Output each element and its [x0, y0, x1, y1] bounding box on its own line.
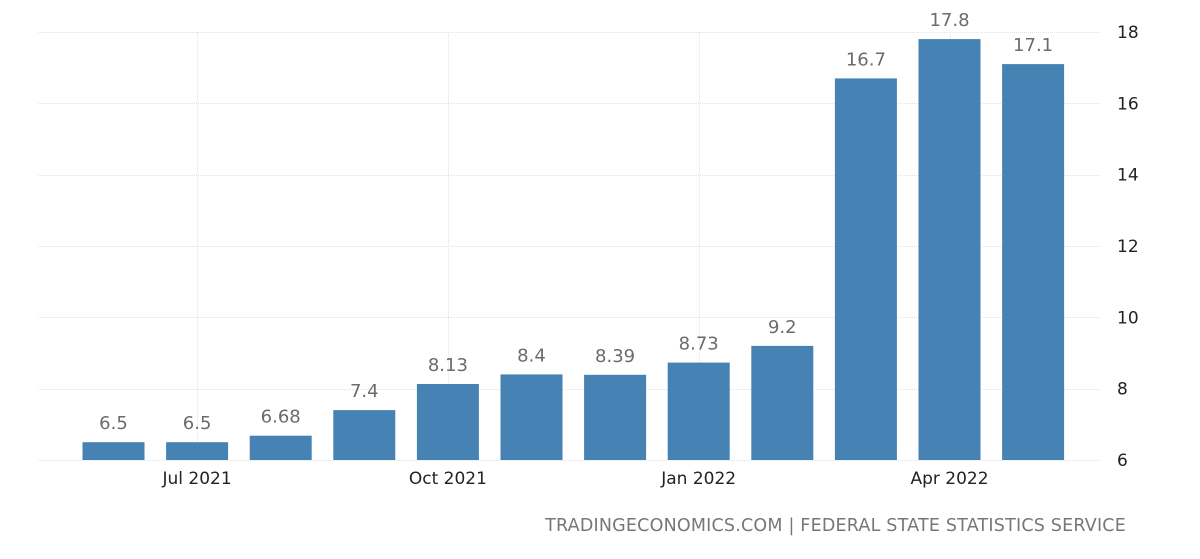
- data-label: 8.13: [428, 355, 468, 376]
- grid: [38, 32, 1100, 461]
- y-tick-label: 14: [1117, 166, 1139, 186]
- data-label: 17.8: [929, 10, 969, 31]
- bar: [333, 410, 396, 460]
- y-tick-label: 18: [1117, 23, 1139, 43]
- y-tick-label: 8: [1117, 380, 1128, 400]
- bar: [166, 442, 229, 460]
- data-label: 8.73: [679, 334, 719, 355]
- x-axis: Jul 2021 Oct 2021 Jan 2022 Apr 2022: [162, 469, 989, 489]
- x-tick-label: Jul 2021: [162, 469, 232, 489]
- data-label: 6.68: [261, 407, 301, 428]
- data-label: 16.7: [846, 49, 886, 70]
- y-tick-label: 16: [1117, 94, 1139, 114]
- bar: [82, 442, 145, 460]
- x-tick-label: Jan 2022: [660, 469, 736, 489]
- bar: [500, 374, 563, 460]
- x-tick-label: Oct 2021: [409, 469, 487, 489]
- data-label: 9.2: [768, 317, 797, 338]
- bar: [249, 435, 312, 460]
- data-label: 8.4: [517, 345, 546, 366]
- bar: [667, 362, 730, 460]
- y-tick-label: 12: [1117, 237, 1139, 257]
- data-labels: 6.5 6.5 6.68 7.4 8.13 8.4 8.39 8.73 9.2 16.7 17.8 1…: [99, 10, 1053, 434]
- bar: [584, 374, 647, 460]
- data-label: 17.1: [1013, 35, 1053, 56]
- bar: [918, 39, 981, 460]
- bar: [1002, 64, 1065, 460]
- bar: [416, 384, 479, 460]
- data-label: 6.5: [183, 413, 212, 434]
- source-credit: TRADINGECONOMICS.COM | FEDERAL STATE STA…: [545, 516, 1126, 536]
- data-label: 7.4: [350, 381, 379, 402]
- y-tick-label: 6: [1117, 451, 1128, 471]
- data-label: 6.5: [99, 413, 128, 434]
- bars: [82, 39, 1065, 461]
- y-tick-label: 10: [1117, 308, 1139, 328]
- x-tick-label: Apr 2022: [910, 469, 988, 489]
- data-label: 8.39: [595, 346, 635, 367]
- bar: [751, 345, 814, 460]
- y-axis: 6 8 10 12 14 16 18: [1117, 23, 1139, 471]
- bar: [834, 78, 897, 461]
